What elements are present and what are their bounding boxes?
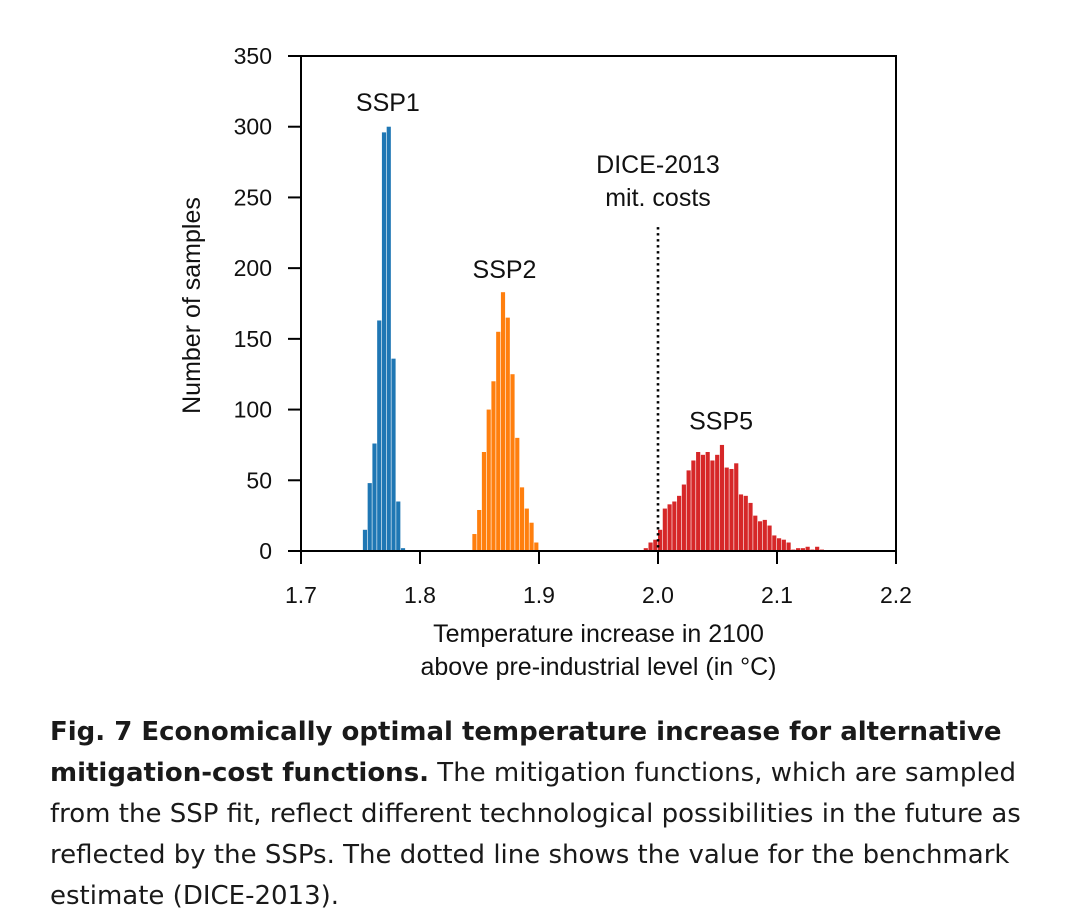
caption-lead: Fig. 7 Economically optimal temperature … xyxy=(50,717,1002,788)
bar-ssp1-6 xyxy=(391,358,396,551)
figure-caption: Fig. 7 Economically optimal temperature … xyxy=(50,712,1050,917)
y-tick-label-350: 350 xyxy=(234,43,272,69)
bar-ssp1-3 xyxy=(377,320,382,551)
bar-ssp5-25 xyxy=(762,519,767,551)
y-tick-label-300: 300 xyxy=(234,114,272,140)
y-tick-label-50: 50 xyxy=(246,467,272,493)
histogram-chart: DICE-2013 mit. costs SSP1 SSP2 SSP5 0 50 100 1… xyxy=(178,43,912,681)
bar-ssp5-21 xyxy=(743,495,748,551)
bar-ssp2-9 xyxy=(515,437,520,551)
bar-ssp5-27 xyxy=(772,535,777,551)
bar-ssp1-7 xyxy=(396,501,401,551)
histogram-bars xyxy=(362,126,824,552)
bar-ssp2-5 xyxy=(496,331,501,551)
x-axis-title-line-2: above pre-industrial level (in °C) xyxy=(421,653,777,681)
bar-ssp5-24 xyxy=(757,521,763,551)
series-label-ssp5: SSP5 xyxy=(689,407,753,435)
x-tick-label-1.8: 1.8 xyxy=(404,582,436,608)
bar-ssp5-13 xyxy=(705,452,710,551)
bar-ssp2-13 xyxy=(534,542,539,551)
plot-frame xyxy=(300,55,897,552)
bar-ssp5-3 xyxy=(658,529,663,551)
bar-ssp5-8 xyxy=(681,484,686,551)
bar-ssp5-10 xyxy=(691,460,696,551)
y-tick-label-0: 0 xyxy=(259,538,272,564)
bar-ssp5-2 xyxy=(653,539,658,551)
bar-ssp5-18 xyxy=(729,468,734,551)
bar-ssp1-0 xyxy=(362,529,368,551)
y-axis-title: Number of samples xyxy=(178,197,206,414)
bar-ssp5-36 xyxy=(815,546,820,551)
bar-ssp2-2 xyxy=(481,452,487,551)
bar-ssp2-8 xyxy=(510,374,515,551)
bar-ssp5-12 xyxy=(700,454,705,551)
bar-ssp2-6 xyxy=(500,292,506,551)
bar-ssp5-17 xyxy=(724,467,729,551)
annotations: SSP1 SSP2 SSP5 xyxy=(356,89,753,435)
bar-ssp2-1 xyxy=(477,509,482,551)
bar-ssp5-33 xyxy=(800,548,805,551)
bar-ssp5-28 xyxy=(777,538,782,551)
bar-ssp5-5 xyxy=(667,504,672,551)
bar-ssp1-4 xyxy=(381,132,387,551)
bar-ssp5-6 xyxy=(672,501,677,551)
bar-ssp5-14 xyxy=(710,460,715,551)
y-tick-label-200: 200 xyxy=(234,255,272,281)
x-tick-label-2.0: 2.0 xyxy=(642,582,674,608)
series-label-ssp2: SSP2 xyxy=(473,256,537,284)
bar-ssp5-34 xyxy=(805,546,810,551)
x-tick-label-1.7: 1.7 xyxy=(285,582,317,608)
x-tick-label-2.2: 2.2 xyxy=(880,582,912,608)
bar-ssp5-20 xyxy=(738,494,744,551)
bar-ssp5-22 xyxy=(748,502,753,551)
bar-ssp1-2 xyxy=(372,443,377,551)
bar-ssp5-23 xyxy=(753,515,758,551)
bar-ssp5-32 xyxy=(796,548,801,551)
y-tick-label-100: 100 xyxy=(234,397,272,423)
reference-label-line-1: DICE-2013 xyxy=(596,151,720,179)
bar-ssp2-12 xyxy=(529,522,534,551)
x-tick-label-2.1: 2.1 xyxy=(761,582,793,608)
bar-ssp5-0 xyxy=(643,548,648,551)
axes: 0 50 100 150 200 250 300 350 1.7 1.8 1.9 2.0 2.1 2.2 T… xyxy=(178,43,912,681)
bar-ssp2-3 xyxy=(486,409,491,551)
x-tick-label-1.9: 1.9 xyxy=(523,582,555,608)
reference-line-group: DICE-2013 mit. costs xyxy=(596,151,720,551)
bar-ssp1-5 xyxy=(386,126,391,552)
bar-ssp2-7 xyxy=(505,317,510,551)
bar-ssp5-16 xyxy=(719,444,725,551)
bar-ssp5-11 xyxy=(696,452,701,551)
bar-ssp5-29 xyxy=(781,539,786,551)
bar-ssp2-4 xyxy=(491,381,496,551)
caption-body: The mitigation functions, which are samp… xyxy=(50,758,1021,911)
bar-ssp5-7 xyxy=(677,495,682,551)
bar-ssp5-9 xyxy=(686,470,691,551)
bar-ssp2-11 xyxy=(524,508,529,551)
reference-label-line-2: mit. costs xyxy=(605,184,711,212)
bar-ssp5-1 xyxy=(648,542,653,551)
bar-ssp5-19 xyxy=(734,463,739,551)
bar-ssp5-15 xyxy=(715,454,720,551)
bar-ssp1-8 xyxy=(400,548,406,551)
bar-ssp2-0 xyxy=(472,534,477,551)
bar-ssp5-30 xyxy=(786,542,791,551)
y-tick-label-250: 250 xyxy=(234,184,272,210)
series-label-ssp1: SSP1 xyxy=(356,89,420,117)
bar-ssp1-1 xyxy=(367,483,372,551)
y-tick-label-150: 150 xyxy=(234,326,272,352)
bar-ssp5-4 xyxy=(662,508,667,551)
x-axis-title-line-1: Temperature increase in 2100 xyxy=(433,620,764,648)
bar-ssp2-10 xyxy=(519,487,525,551)
bar-ssp5-26 xyxy=(767,525,772,551)
